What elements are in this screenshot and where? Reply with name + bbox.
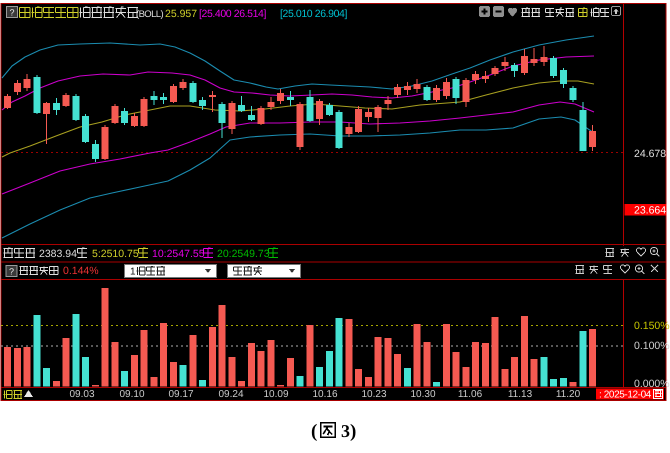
svg-text:11.06: 11.06 (458, 389, 483, 400)
svg-text:09.24: 09.24 (218, 389, 243, 400)
svg-text:0.100%: 0.100% (634, 340, 670, 352)
svg-text:3: 3 (341, 421, 350, 441)
svg-text:?: ? (9, 8, 14, 18)
svg-text:11.13: 11.13 (508, 389, 533, 400)
svg-text:0.144%: 0.144% (63, 265, 99, 277)
svg-text:23.664: 23.664 (634, 205, 666, 217)
svg-text:?: ? (9, 267, 14, 277)
svg-text:[25.010 26.904]: [25.010 26.904] (280, 8, 347, 20)
svg-text:5:2510.75: 5:2510.75 (92, 248, 139, 260)
svg-text:25.957: 25.957 (165, 8, 197, 20)
svg-text:09.10: 09.10 (119, 389, 144, 400)
svg-text:1: 1 (130, 267, 136, 278)
svg-text:10.23: 10.23 (361, 389, 386, 400)
svg-text:09.03: 09.03 (69, 389, 94, 400)
svg-text:0.150%: 0.150% (634, 320, 670, 332)
svg-text:10:2547.55: 10:2547.55 (152, 248, 205, 260)
svg-text:11.20: 11.20 (556, 389, 581, 400)
svg-text:10.16: 10.16 (312, 389, 337, 400)
svg-text:10.30: 10.30 (410, 389, 435, 400)
svg-text:): ) (350, 421, 356, 442)
svg-text:09.17: 09.17 (168, 389, 193, 400)
svg-text:[25.400 26.514]: [25.400 26.514] (199, 8, 266, 20)
svg-text:24.678: 24.678 (634, 148, 666, 160)
svg-text:0.000%: 0.000% (634, 378, 670, 390)
svg-text:(BOLL): (BOLL) (136, 9, 163, 20)
svg-text:20:2549.73: 20:2549.73 (217, 248, 270, 260)
svg-text:: 2025-12-04: : 2025-12-04 (599, 390, 652, 401)
svg-text:2383.94: 2383.94 (39, 248, 77, 260)
svg-text:10.09: 10.09 (263, 389, 288, 400)
svg-text:(: ( (311, 421, 317, 442)
